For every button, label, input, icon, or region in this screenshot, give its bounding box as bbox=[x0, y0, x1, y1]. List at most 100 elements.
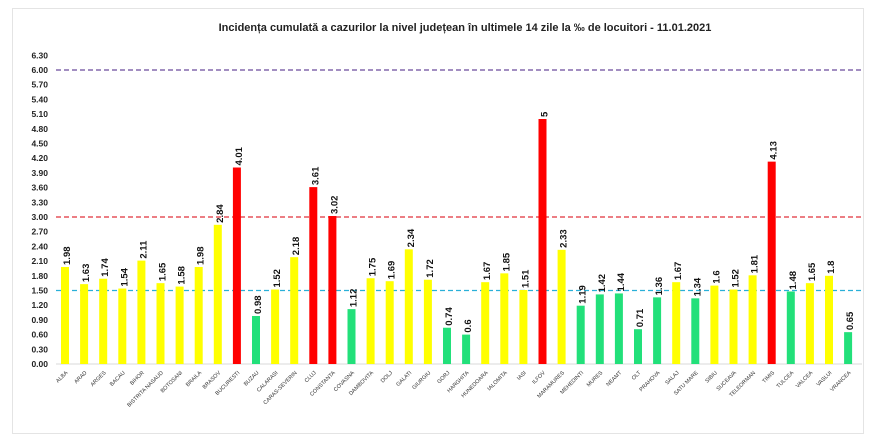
data-label: 0.98 bbox=[253, 295, 264, 314]
x-tick-label: ARAD bbox=[73, 370, 88, 385]
y-tick-label: 4.50 bbox=[31, 139, 48, 149]
data-label: 1.69 bbox=[387, 261, 398, 280]
y-tick-label: 4.20 bbox=[31, 153, 48, 163]
bar bbox=[462, 334, 471, 364]
bar bbox=[805, 283, 814, 364]
bar bbox=[80, 284, 89, 364]
data-label: 2.11 bbox=[138, 240, 149, 259]
data-label: 1.42 bbox=[597, 274, 608, 293]
data-label: 1.63 bbox=[81, 264, 92, 283]
y-tick-label: 1.20 bbox=[31, 300, 48, 310]
x-tick-label: MURES bbox=[586, 370, 605, 389]
chart-title: Incidența cumulată a cazurilor la nivel … bbox=[218, 22, 712, 34]
data-label: 1.19 bbox=[578, 285, 589, 304]
data-label: 0.6 bbox=[463, 319, 474, 332]
bar bbox=[423, 279, 432, 364]
bar bbox=[271, 289, 280, 364]
data-label: 1.65 bbox=[158, 262, 169, 281]
y-tick-label: 3.30 bbox=[31, 197, 48, 207]
data-label: 1.48 bbox=[788, 271, 799, 290]
y-tick-label: 1.50 bbox=[31, 286, 48, 296]
data-label: 1.12 bbox=[349, 289, 360, 308]
chart-frame bbox=[12, 8, 864, 434]
y-tick-label: 5.70 bbox=[31, 80, 48, 90]
data-label: 1.44 bbox=[616, 272, 627, 291]
data-label: 1.65 bbox=[807, 262, 818, 281]
y-tick-label: 5.40 bbox=[31, 94, 48, 104]
x-tick-label: IASI bbox=[516, 370, 528, 382]
y-tick-label: 2.10 bbox=[31, 256, 48, 266]
data-label: 4.13 bbox=[769, 141, 780, 160]
data-label: 2.18 bbox=[291, 237, 302, 256]
x-tick-label: DOLJ bbox=[380, 370, 394, 384]
data-label: 2.34 bbox=[406, 228, 417, 247]
data-label: 3.02 bbox=[329, 196, 340, 215]
data-label: 1.98 bbox=[196, 246, 207, 265]
bar bbox=[786, 291, 795, 364]
y-tick-label: 0.00 bbox=[31, 359, 48, 369]
y-tick-label: 3.60 bbox=[31, 183, 48, 193]
data-label: 1.36 bbox=[654, 277, 665, 296]
bar bbox=[309, 187, 318, 364]
bar bbox=[328, 216, 337, 364]
data-label: 1.6 bbox=[711, 270, 722, 283]
bar bbox=[290, 257, 299, 364]
bar bbox=[61, 266, 69, 364]
data-label: 1.81 bbox=[750, 254, 761, 273]
y-tick-label: 0.30 bbox=[31, 344, 48, 354]
bar bbox=[748, 275, 757, 364]
bar bbox=[672, 282, 681, 364]
x-tick-label: IALOMITA bbox=[487, 370, 509, 392]
bar bbox=[557, 249, 566, 364]
data-label: 2.84 bbox=[215, 204, 226, 223]
bar bbox=[366, 278, 375, 364]
bar bbox=[634, 329, 642, 364]
x-tick-label: BACAU bbox=[109, 370, 127, 388]
data-label: 4.01 bbox=[234, 146, 245, 165]
x-tick-label: TIMIS bbox=[761, 370, 776, 385]
x-tick-label: CLUJ bbox=[304, 370, 318, 384]
data-label: 1.98 bbox=[62, 246, 73, 265]
y-tick-label: 6.30 bbox=[31, 50, 48, 60]
bar bbox=[500, 273, 509, 364]
y-tick-label: 2.40 bbox=[31, 241, 48, 251]
data-label: 1.72 bbox=[425, 259, 436, 278]
x-tick-label: BUZAU bbox=[243, 370, 260, 387]
data-label: 1.51 bbox=[520, 269, 531, 288]
y-tick-label: 4.80 bbox=[31, 124, 48, 134]
data-label: 1.74 bbox=[100, 258, 111, 277]
bar bbox=[710, 285, 719, 364]
data-label: 1.67 bbox=[482, 262, 493, 281]
bar bbox=[825, 275, 833, 364]
bar bbox=[691, 298, 700, 364]
y-tick-label: 3.00 bbox=[31, 212, 48, 222]
data-label: 3.61 bbox=[310, 166, 321, 185]
x-tick-label: OLT bbox=[631, 370, 643, 382]
data-label: 0.65 bbox=[845, 311, 856, 330]
data-label: 1.58 bbox=[177, 266, 188, 285]
data-label: 1.8 bbox=[826, 261, 837, 274]
bar bbox=[767, 161, 776, 364]
bar bbox=[614, 293, 623, 364]
data-label: 0.74 bbox=[444, 307, 455, 326]
data-label: 0.71 bbox=[635, 308, 646, 327]
bar bbox=[347, 309, 356, 364]
bar bbox=[729, 289, 738, 364]
x-tick-label: TULCEA bbox=[776, 370, 796, 390]
x-tick-label: ILFOV bbox=[531, 370, 547, 386]
bar bbox=[137, 260, 146, 364]
y-tick-label: 0.90 bbox=[31, 315, 48, 325]
data-label: 2.33 bbox=[559, 229, 570, 248]
bar bbox=[385, 281, 394, 364]
data-label: 5 bbox=[540, 111, 551, 117]
x-tick-label: ALBA bbox=[55, 370, 69, 384]
x-tick-label: GORJ bbox=[436, 370, 451, 385]
x-tick-label: GALATI bbox=[395, 370, 413, 388]
y-tick-label: 3.90 bbox=[31, 168, 48, 178]
data-label: 1.54 bbox=[119, 267, 130, 286]
bar bbox=[252, 315, 260, 364]
y-tick-label: 5.10 bbox=[31, 109, 48, 119]
data-label: 1.67 bbox=[673, 262, 684, 281]
y-tick-label: 0.60 bbox=[31, 330, 48, 340]
bar bbox=[519, 290, 528, 364]
